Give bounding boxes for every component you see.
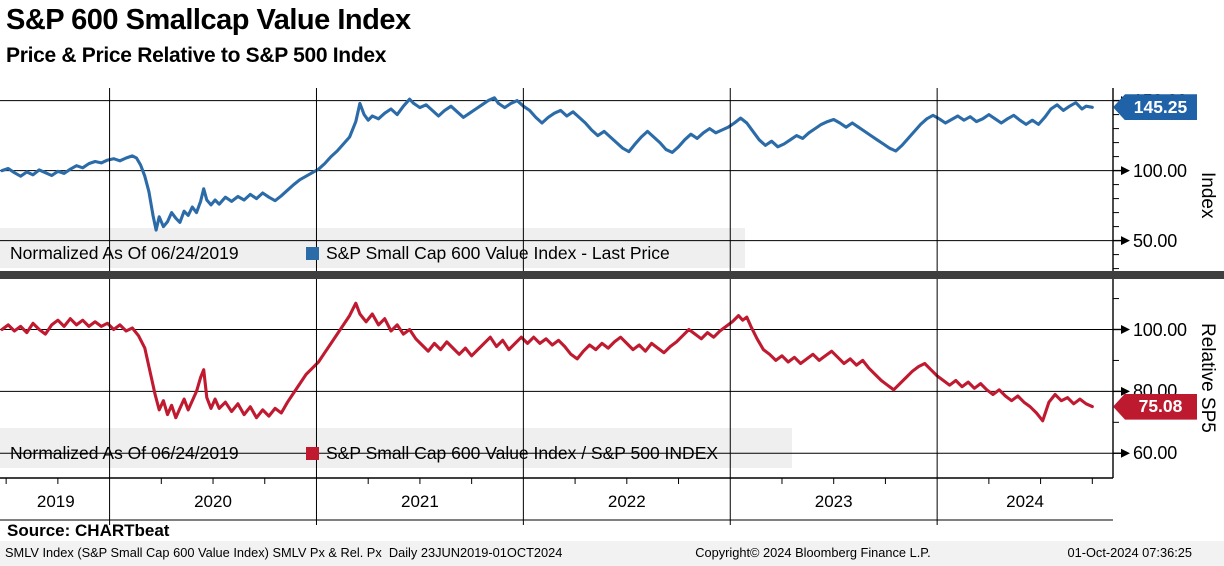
series-label: S&P Small Cap 600 Value Index / S&P 500 … — [326, 442, 719, 463]
y-tick-label: 60.00 — [1133, 443, 1178, 464]
panel-separator — [0, 271, 1224, 279]
legend-strip-top-panel — [0, 228, 745, 268]
y-axis-title-index: Index — [1197, 171, 1218, 219]
x-year-label: 2021 — [400, 492, 439, 511]
tick-arrow-icon — [1121, 236, 1130, 246]
x-year-label: 2023 — [814, 492, 853, 511]
legend-strip-bottom-panel — [0, 428, 792, 468]
y-tick-label: 100.00 — [1133, 319, 1187, 340]
series-line-1 — [0, 301, 1094, 423]
source-label: Source: CHARTbeat — [7, 521, 170, 540]
y-tick-label: 100.00 — [1133, 160, 1187, 181]
series-marker-icon — [306, 246, 319, 260]
series-marker-icon — [306, 446, 319, 460]
tick-arrow-icon — [1121, 325, 1130, 334]
tick-arrow-icon — [1121, 166, 1130, 176]
copyright-label: Copyright© 2024 Bloomberg Finance L.P. — [695, 545, 931, 560]
x-year-label: 2020 — [194, 492, 232, 511]
page-title: S&P 600 Smallcap Value Index — [6, 4, 411, 36]
legend-bottom-panel: Normalized As Of 06/24/2019 S&P Small Ca… — [10, 438, 790, 468]
legend-top-panel: Normalized As Of 06/24/2019 S&P Small Ca… — [10, 238, 740, 268]
y-tick-label: 50.00 — [1133, 230, 1178, 251]
status-bar — [0, 541, 1224, 566]
x-year-label: 2024 — [1006, 492, 1044, 511]
last-price-badge-index: 145.25 — [1113, 94, 1197, 121]
x-year-label: 2019 — [36, 492, 75, 511]
timestamp-label: 01-Oct-2024 07:36:25 — [1067, 545, 1192, 560]
x-year-label: 2022 — [607, 492, 646, 511]
series-line-0 — [0, 96, 1094, 232]
normalized-note: Normalized As Of 06/24/2019 — [10, 442, 239, 463]
ticker-meta-label: SMLV Index (S&P Small Cap 600 Value Inde… — [5, 545, 563, 560]
normalized-note: Normalized As Of 06/24/2019 — [10, 242, 239, 263]
tick-arrow-icon — [1121, 448, 1130, 458]
series-label: S&P Small Cap 600 Value Index - Last Pri… — [326, 242, 670, 263]
y-axis-title-relative: Relative SP5 — [1197, 323, 1218, 433]
last-price-badge-relative: 75.08 — [1113, 393, 1197, 420]
page-subtitle: Price & Price Relative to S&P 500 Index — [6, 44, 387, 67]
